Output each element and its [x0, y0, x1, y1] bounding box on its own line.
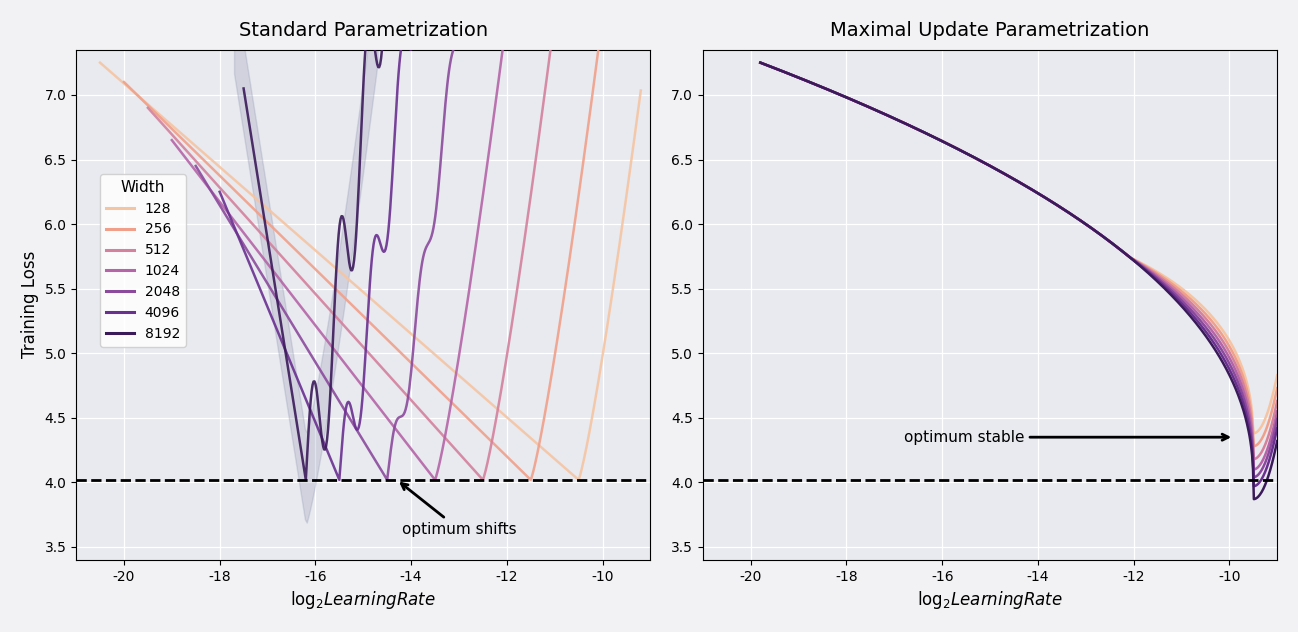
Text: optimum shifts: optimum shifts	[401, 483, 517, 537]
X-axis label: log$_2$$\it{LearningRate}$: log$_2$$\it{LearningRate}$	[918, 589, 1063, 611]
Title: Standard Parametrization: Standard Parametrization	[239, 21, 488, 40]
Title: Maximal Update Parametrization: Maximal Update Parametrization	[831, 21, 1150, 40]
Y-axis label: Training Loss: Training Loss	[21, 251, 39, 358]
Legend: 128, 256, 512, 1024, 2048, 4096, 8192: 128, 256, 512, 1024, 2048, 4096, 8192	[100, 174, 186, 347]
Text: optimum stable: optimum stable	[903, 430, 1228, 445]
X-axis label: log$_2$$\it{LearningRate}$: log$_2$$\it{LearningRate}$	[291, 589, 436, 611]
